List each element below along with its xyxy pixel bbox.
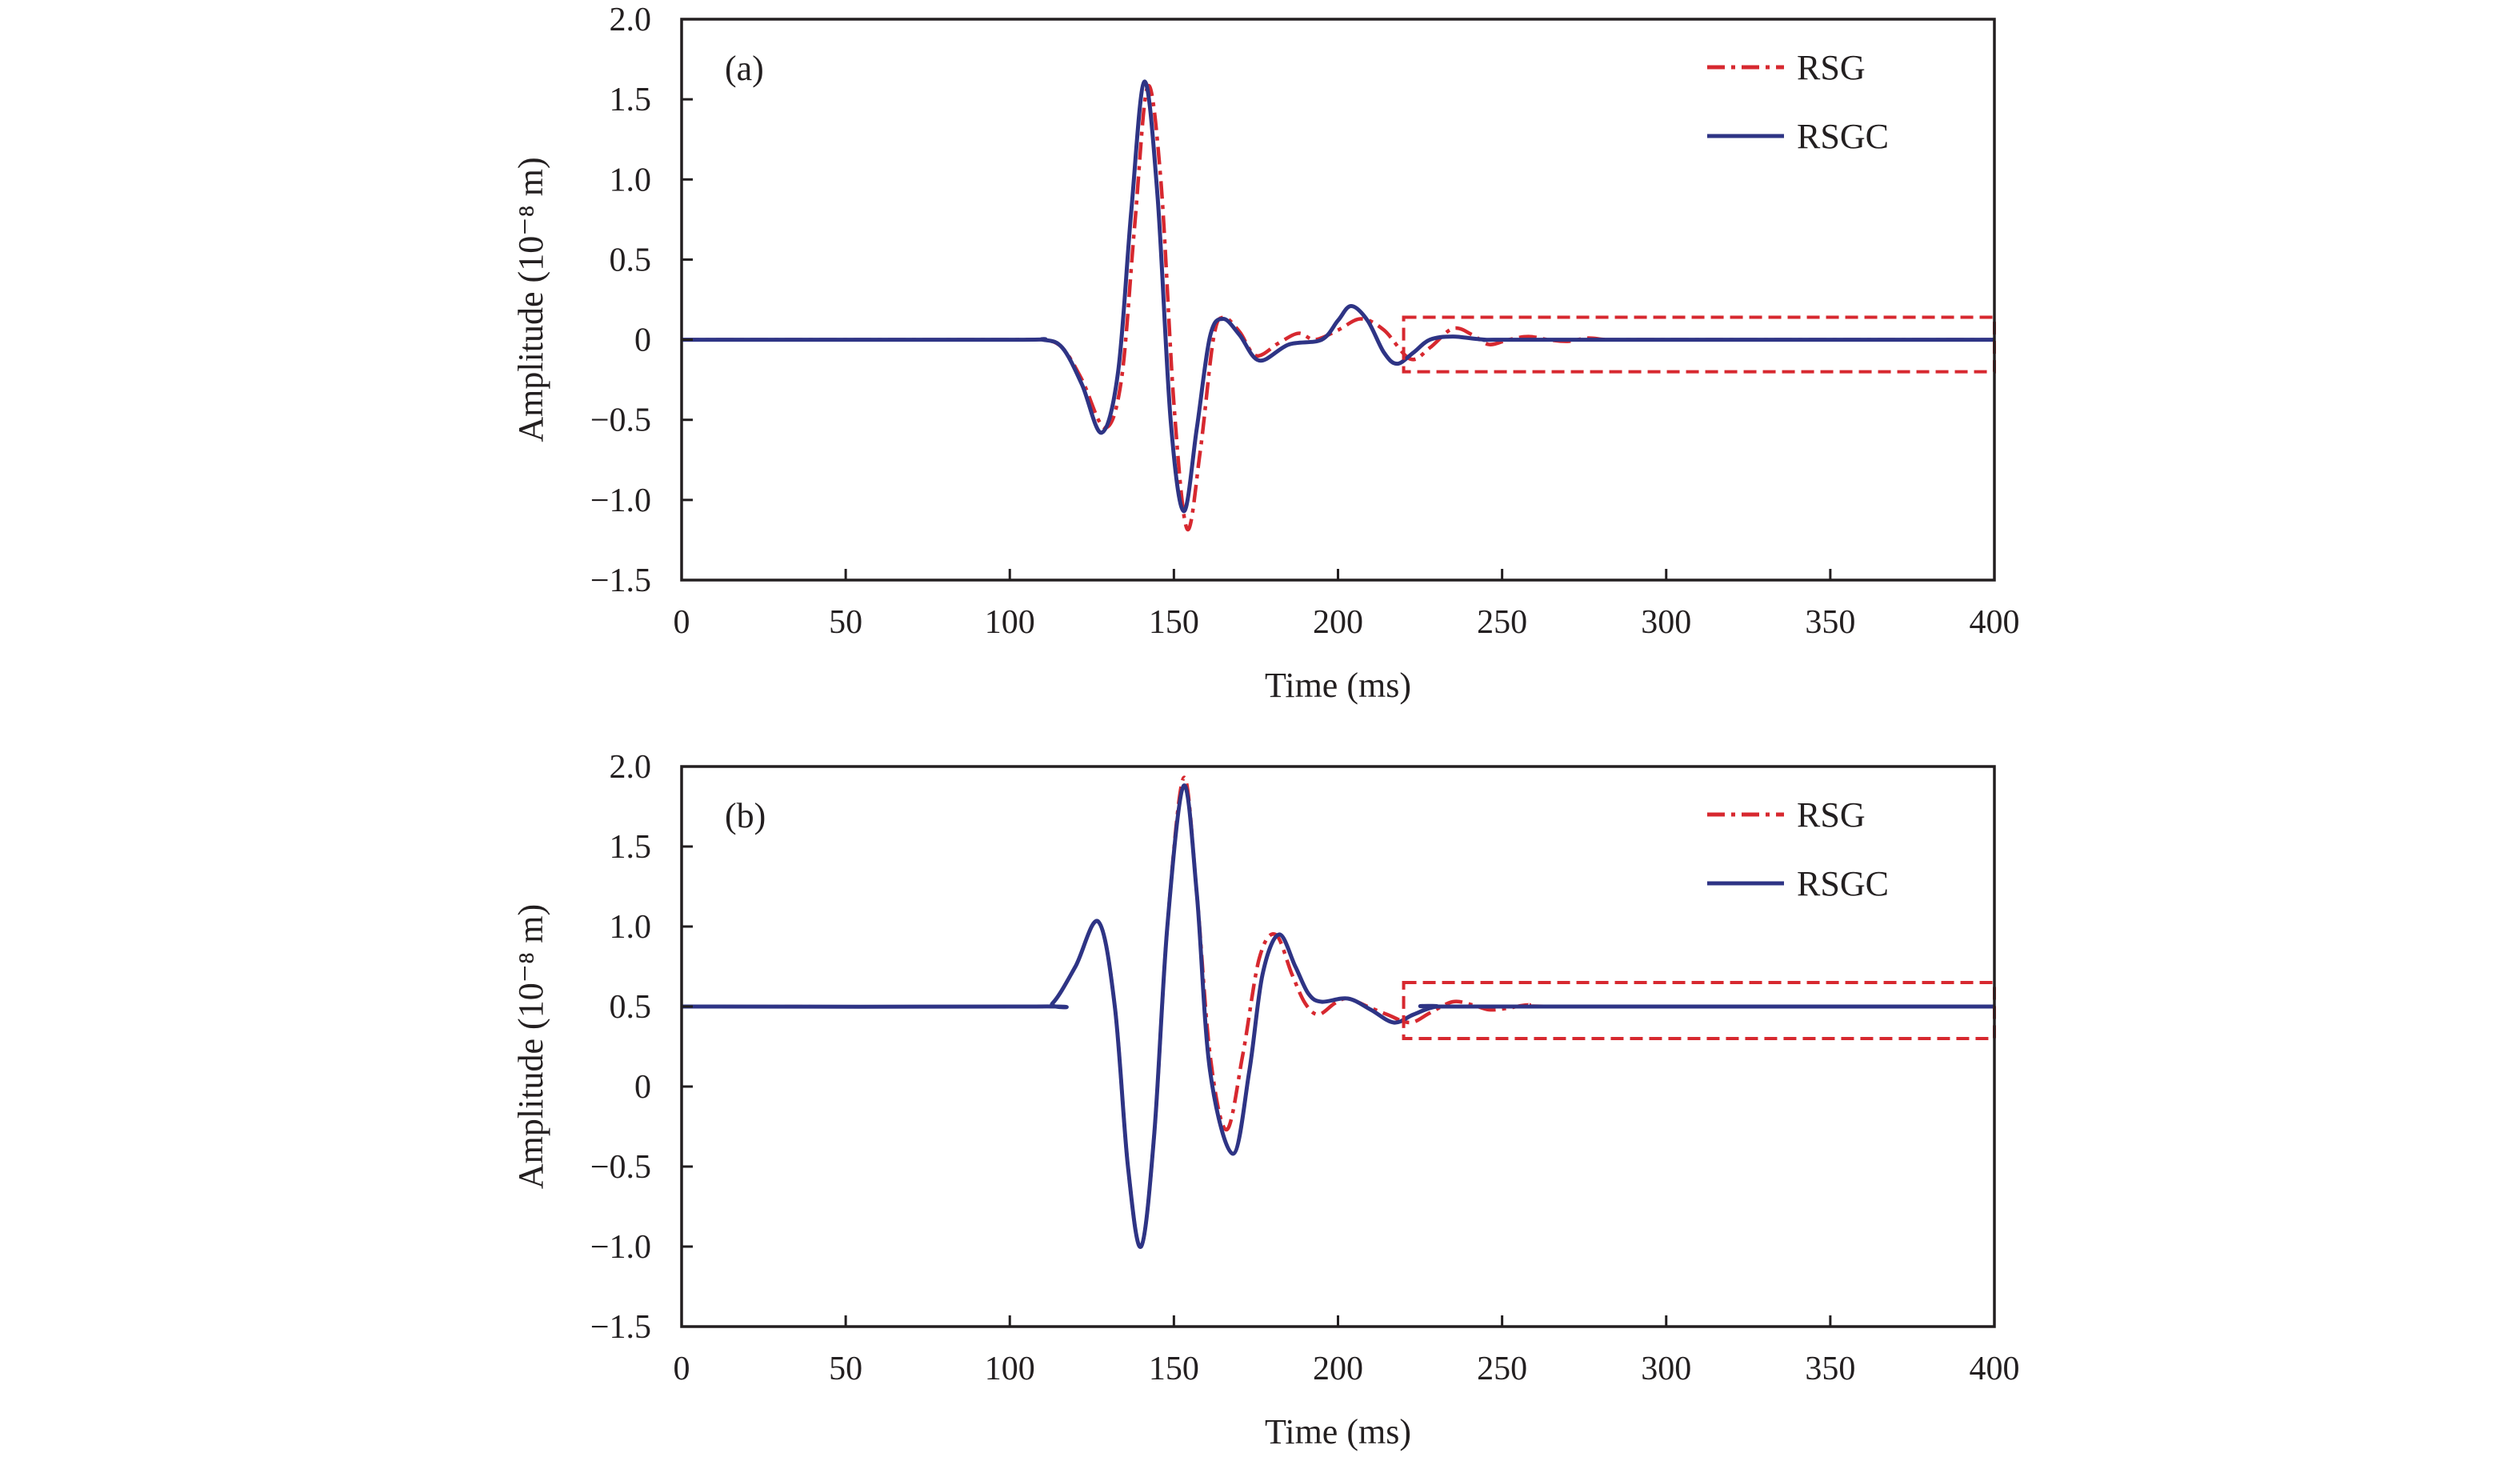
y-tick-label: −0.5 [590, 1149, 651, 1186]
x-tick-label: 150 [1149, 1351, 1199, 1387]
x-tick-label: 400 [1970, 1351, 2020, 1387]
series-line-rsg [681, 775, 1995, 1249]
y-tick-label: 2.0 [610, 749, 652, 786]
y-tick-label: −1.0 [590, 482, 651, 519]
x-tick-label: 250 [1477, 1351, 1527, 1387]
y-axis-title: Amplitude (10⁻⁸ m) [511, 904, 550, 1189]
legend-label-rsg: RSG [1797, 795, 1866, 835]
panel-a: (a) Time (ms) Amplitude (10⁻⁸ m) RSG RSG… [511, 2, 2020, 705]
y-tick-label: 0 [634, 322, 651, 359]
x-tick-label: 300 [1641, 1351, 1691, 1387]
x-tick-label: 50 [829, 1351, 862, 1387]
x-tick-label: 400 [1970, 604, 2020, 641]
y-tick-label: 1.0 [610, 162, 652, 198]
panel-label: (a) [725, 49, 764, 88]
series-line-rsgc [682, 79, 1994, 514]
y-tick-label: −1.0 [590, 1229, 651, 1266]
x-tick-label: 350 [1805, 604, 1855, 641]
series-line-rsgc [681, 783, 1994, 1249]
legend-label-rsg: RSG [1797, 48, 1866, 87]
panel-b: (b) Time (ms) Amplitude (10⁻⁸ m) RSG RSG… [511, 749, 2020, 1451]
y-axis-title: Amplitude (10⁻⁸ m) [511, 157, 550, 442]
x-tick-label: 50 [829, 604, 862, 641]
x-tick-label: 100 [985, 604, 1035, 641]
y-tick-label: 1.5 [610, 82, 652, 118]
y-tick-label: 0 [634, 1069, 651, 1106]
x-tick-label: 100 [985, 1351, 1035, 1387]
panel-label: (b) [725, 796, 766, 835]
y-tick-label: −0.5 [590, 402, 651, 439]
plot-frame [680, 18, 1996, 582]
x-tick-label: 200 [1313, 604, 1363, 641]
x-tick-label: 0 [674, 604, 690, 641]
x-tick-label: 200 [1313, 1351, 1363, 1387]
y-tick-label: −1.5 [590, 562, 651, 599]
x-tick-label: 350 [1805, 1351, 1855, 1387]
legend-label-rsgc: RSGC [1797, 864, 1889, 903]
x-tick-label: 250 [1477, 604, 1527, 641]
legend-label-rsgc: RSGC [1797, 117, 1889, 156]
x-axis-title: Time (ms) [1265, 1412, 1411, 1451]
x-tick-label: 300 [1641, 604, 1691, 641]
y-tick-label: 2.0 [610, 2, 652, 38]
x-tick-label: 0 [674, 1351, 690, 1387]
x-tick-label: 150 [1149, 604, 1199, 641]
y-tick-label: 1.5 [610, 829, 652, 866]
x-axis-title: Time (ms) [1265, 666, 1411, 705]
y-tick-label: 0.5 [610, 989, 652, 1026]
y-tick-label: −1.5 [590, 1309, 651, 1346]
y-tick-label: 0.5 [610, 242, 652, 278]
y-tick-label: 1.0 [610, 909, 652, 946]
plot-frame [680, 765, 1996, 1328]
